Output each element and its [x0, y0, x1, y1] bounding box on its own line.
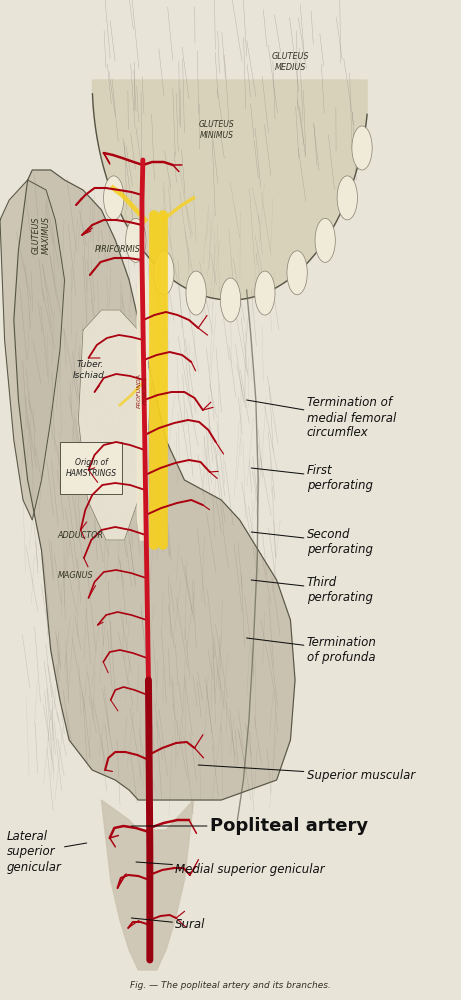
Circle shape — [126, 218, 146, 262]
Text: PROFUNDA
FEMORIS: PROFUNDA FEMORIS — [136, 372, 148, 408]
FancyBboxPatch shape — [60, 442, 122, 494]
Text: Origin of
HAMSTRINGS: Origin of HAMSTRINGS — [66, 458, 117, 478]
Text: GLUTEUS
MINIMUS: GLUTEUS MINIMUS — [199, 120, 235, 140]
Polygon shape — [137, 265, 148, 540]
Circle shape — [337, 176, 357, 220]
Text: Superior muscular: Superior muscular — [198, 765, 415, 782]
Text: MAGNUS: MAGNUS — [58, 570, 94, 580]
Text: Tuber.
Ischiad.: Tuber. Ischiad. — [72, 360, 107, 380]
Text: PIRIFORMIS: PIRIFORMIS — [95, 245, 141, 254]
Polygon shape — [14, 170, 295, 800]
Text: ADDUCTOR: ADDUCTOR — [58, 530, 104, 540]
Polygon shape — [93, 80, 367, 300]
Text: Termination of
medial femoral
circumflex: Termination of medial femoral circumflex — [247, 396, 396, 440]
Text: Fig. — The popliteal artery and its branches.: Fig. — The popliteal artery and its bran… — [130, 981, 331, 990]
Circle shape — [255, 271, 275, 315]
Circle shape — [315, 218, 335, 262]
Polygon shape — [0, 180, 65, 520]
Circle shape — [154, 251, 174, 295]
Circle shape — [352, 126, 372, 170]
Circle shape — [220, 278, 241, 322]
Text: First
perforating: First perforating — [251, 464, 372, 492]
Circle shape — [186, 271, 206, 315]
Text: Popliteal artery: Popliteal artery — [131, 817, 368, 835]
Circle shape — [287, 251, 307, 295]
Text: Lateral
superior
genicular: Lateral superior genicular — [7, 830, 87, 874]
Circle shape — [104, 176, 124, 220]
Text: Third
perforating: Third perforating — [251, 576, 372, 604]
Text: GLUTEUS
MEDIUS: GLUTEUS MEDIUS — [272, 52, 309, 72]
Text: GLUTEUS
MAXIMUS: GLUTEUS MAXIMUS — [32, 216, 51, 254]
Text: Termination
of profunda: Termination of profunda — [247, 636, 377, 664]
Polygon shape — [101, 800, 194, 970]
Polygon shape — [78, 310, 152, 540]
Text: Second
perforating: Second perforating — [251, 528, 372, 556]
Text: Sural: Sural — [131, 918, 206, 930]
Text: Medial superior genicular: Medial superior genicular — [136, 862, 325, 876]
